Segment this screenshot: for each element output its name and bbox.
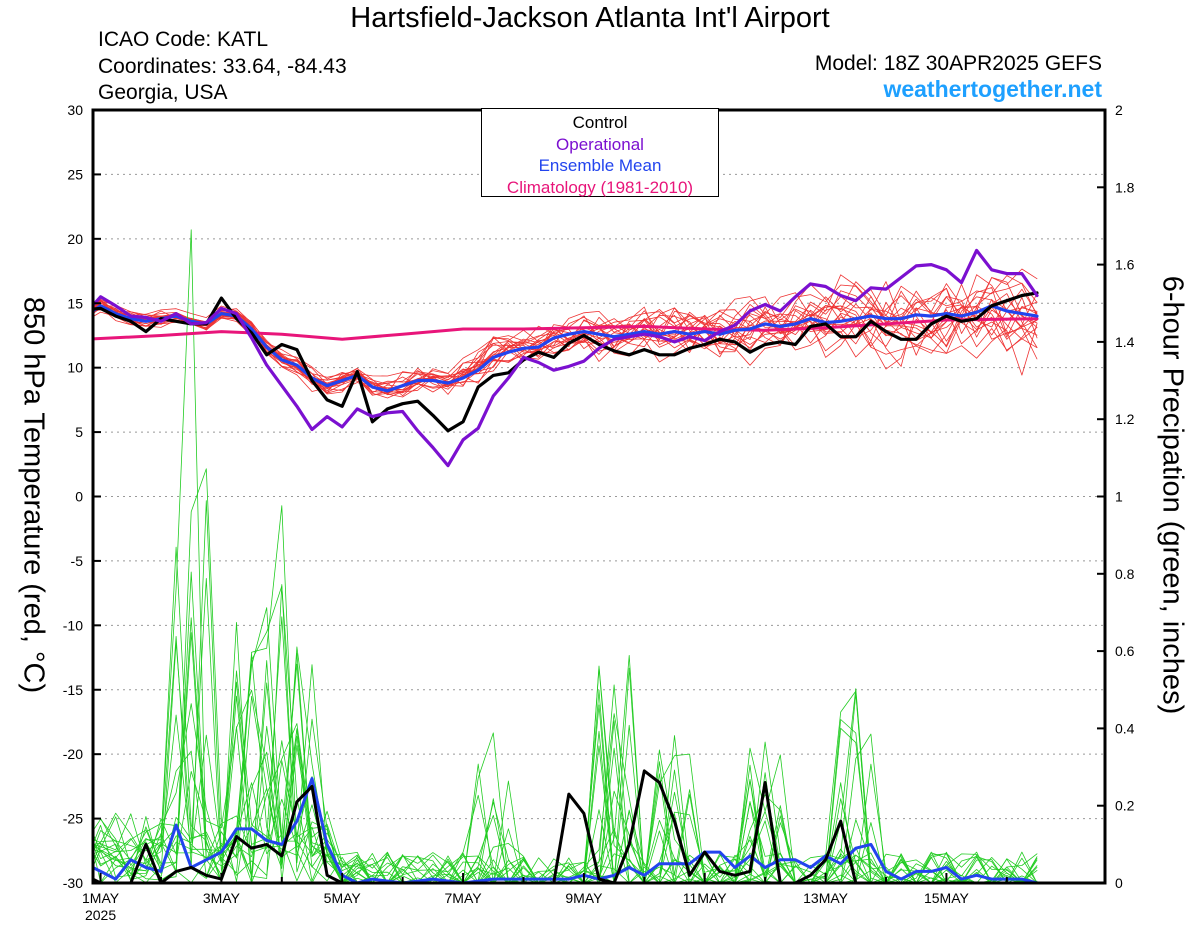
chart-legend: Control Operational Ensemble Mean Climat… [481, 108, 719, 197]
left-tick-label: 25 [67, 166, 83, 182]
left-tick-label: -5 [71, 553, 84, 569]
x-tick-label: 1MAY [82, 890, 120, 906]
right-tick-label: 1.8 [1115, 179, 1135, 195]
legend-control: Control [572, 113, 628, 132]
right-tick-label: 1 [1115, 489, 1123, 505]
temperature-operational-line [93, 248, 1039, 468]
coordinates: Coordinates: 33.64, -84.43 [98, 55, 347, 78]
right-tick-label: 1.6 [1115, 257, 1135, 273]
precipitation-control-line [93, 769, 1039, 883]
right-tick-label: 0 [1115, 875, 1123, 891]
temperature-member-line [93, 283, 1038, 398]
right-tick-label: 1.4 [1115, 334, 1135, 350]
right-tick-label: 0.8 [1115, 566, 1135, 582]
x-tick-label: 9MAY [565, 890, 603, 906]
x-tick-label: 13MAY [803, 890, 849, 906]
left-tick-label: 20 [67, 231, 83, 247]
temperature-mean-line [93, 304, 1039, 393]
left-tick-label: 0 [75, 489, 83, 505]
legend-ensemble-mean: Ensemble Mean [538, 156, 662, 175]
right-tick-label: 0.6 [1115, 643, 1135, 659]
right-tick-label: 1.2 [1115, 411, 1135, 427]
region: Georgia, USA [98, 81, 228, 104]
right-tick-label: 0.4 [1115, 720, 1135, 736]
model-run: Model: 18Z 30APR2025 GEFS [814, 52, 1102, 75]
precipitation-member-line [93, 584, 1038, 883]
x-tick-label: 7MAY [445, 890, 483, 906]
left-tick-label: -20 [63, 746, 83, 762]
temperature-member-line [93, 283, 1038, 396]
x-tick-label: 11MAY [683, 890, 727, 906]
legend-operational: Operational [556, 134, 644, 154]
x-tick-label: 5MAY [324, 890, 362, 906]
precipitation-mean-line [93, 777, 1039, 883]
left-tick-label: -10 [63, 617, 83, 633]
precipitation-member-line [93, 500, 1038, 883]
right-tick-label: 0.2 [1115, 798, 1135, 814]
chart-title: Hartsfield-Jackson Atlanta Int'l Airport [350, 2, 830, 34]
right-axis-title: 6-hour Precipation (green, inches) [1156, 275, 1189, 715]
x-tick-label: 15MAY [924, 890, 970, 906]
left-tick-label: -15 [63, 682, 83, 698]
temperature-member-line [93, 275, 1038, 399]
left-tick-label: -30 [63, 875, 83, 891]
left-tick-label: 5 [75, 424, 83, 440]
left-axis-title: 850 hPa Temperature (red, °C) [17, 296, 50, 694]
x-tick-sublabel: 2025 [85, 907, 116, 923]
icao-code: ICAO Code: KATL [98, 28, 269, 51]
precipitation-member-line [93, 663, 1038, 883]
left-tick-label: -25 [63, 811, 83, 827]
precipitation-member-line [93, 571, 1038, 883]
left-tick-label: 30 [67, 102, 83, 118]
precipitation-member-line [93, 713, 1038, 883]
temperature-member-line [93, 281, 1038, 391]
precipitation-member-line [93, 468, 1038, 883]
precipitation-member-line [93, 664, 1038, 883]
right-tick-label: 2 [1115, 102, 1123, 118]
site-link[interactable]: weathertogether.net [883, 76, 1102, 102]
x-tick-label: 3MAY [203, 890, 241, 906]
precipitation-member-line [93, 505, 1038, 883]
legend-climatology: Climatology (1981-2010) [506, 177, 694, 197]
precipitation-member-line [93, 578, 1038, 883]
left-tick-label: 15 [67, 295, 83, 311]
left-tick-label: 10 [67, 360, 83, 376]
